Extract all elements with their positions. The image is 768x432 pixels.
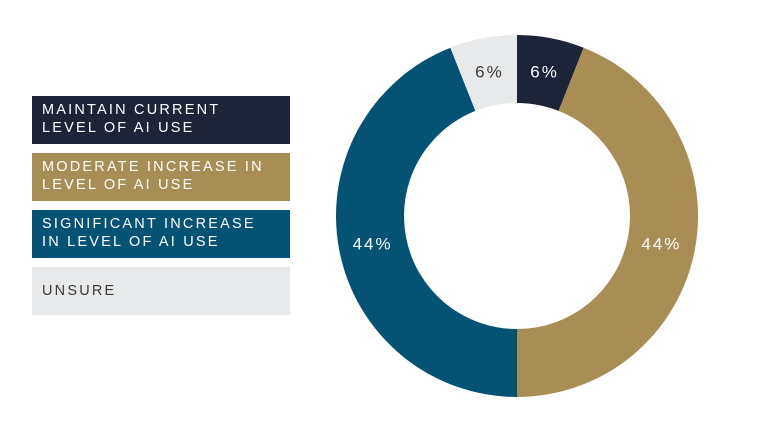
slice-value-label: 6% [475, 63, 504, 82]
legend-label-line: LEVEL OF AI USE [42, 120, 195, 136]
donut-slice [517, 47, 699, 398]
chart-legend: MAINTAIN CURRENT LEVEL OF AI USE MODERAT… [32, 96, 290, 324]
legend-label-line: IN LEVEL OF AI USE [42, 234, 220, 250]
donut-slice [335, 47, 517, 398]
slice-value-label: 44% [353, 235, 393, 254]
legend-label-line: SIGNIFICANT INCREASE [42, 216, 256, 232]
donut-slice [450, 35, 517, 111]
slice-value-label: 6% [530, 63, 559, 82]
donut-slice [517, 35, 584, 111]
legend-item-maintain: MAINTAIN CURRENT LEVEL OF AI USE [32, 96, 290, 144]
legend-item-unsure: UNSURE [32, 267, 290, 315]
legend-label-line: MODERATE INCREASE IN [42, 159, 264, 175]
slice-value-label: 44% [641, 235, 681, 254]
legend-item-moderate-increase: MODERATE INCREASE IN LEVEL OF AI USE [32, 153, 290, 201]
legend-label-line: LEVEL OF AI USE [42, 177, 195, 193]
legend-label-line: MAINTAIN CURRENT [42, 102, 221, 118]
legend-label-line: UNSURE [42, 283, 117, 299]
legend-item-significant-increase: SIGNIFICANT INCREASE IN LEVEL OF AI USE [32, 210, 290, 258]
